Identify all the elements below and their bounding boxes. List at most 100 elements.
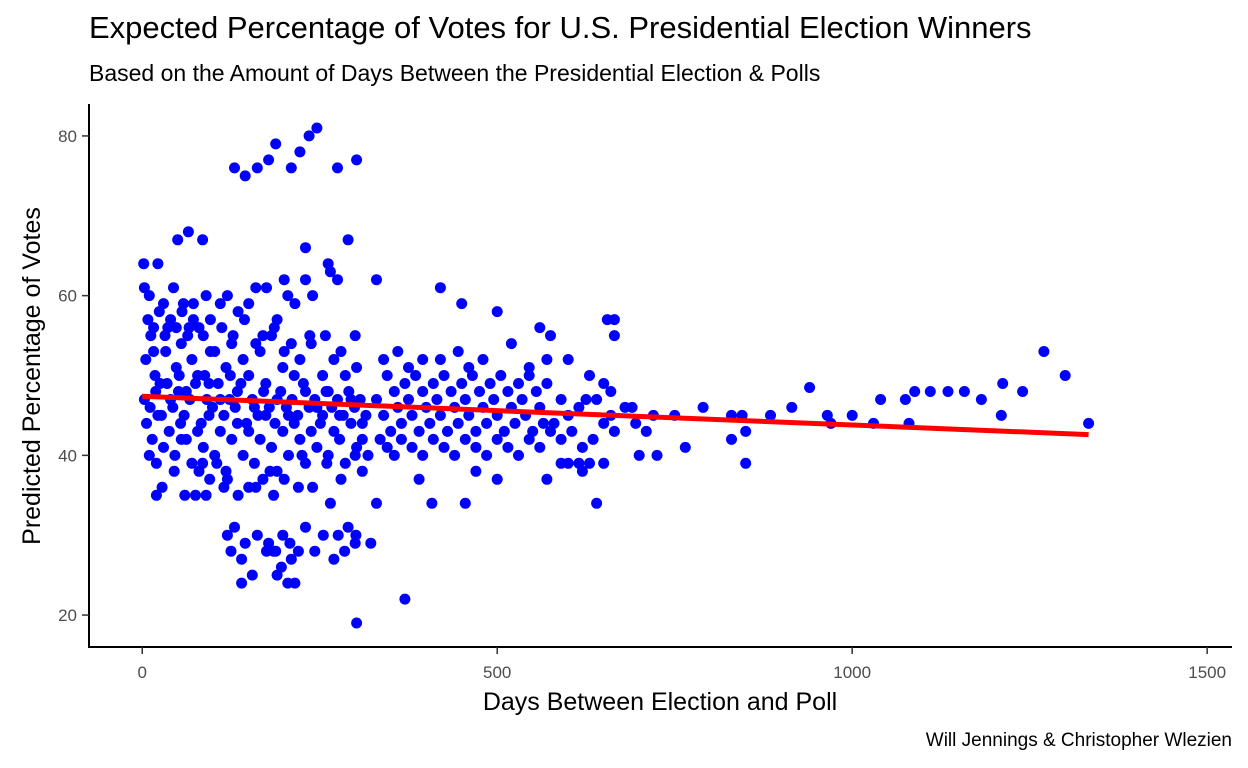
data-point bbox=[899, 394, 911, 405]
data-point bbox=[591, 394, 603, 405]
data-point bbox=[211, 457, 223, 469]
data-point bbox=[144, 401, 156, 413]
data-point bbox=[328, 553, 340, 565]
data-point bbox=[491, 306, 503, 318]
data-point bbox=[1083, 417, 1095, 429]
data-point bbox=[168, 465, 180, 477]
data-point bbox=[294, 146, 306, 158]
data-point bbox=[587, 433, 599, 445]
data-point bbox=[354, 394, 366, 405]
data-point bbox=[498, 425, 510, 437]
data-point bbox=[248, 457, 260, 469]
data-point bbox=[268, 489, 280, 501]
data-point bbox=[277, 362, 289, 373]
data-point bbox=[183, 322, 195, 334]
data-point bbox=[173, 370, 185, 381]
data-point bbox=[679, 441, 691, 453]
data-point bbox=[305, 425, 317, 437]
data-point bbox=[365, 537, 377, 549]
data-point bbox=[179, 489, 191, 501]
data-point bbox=[470, 465, 482, 477]
data-point bbox=[502, 441, 514, 453]
data-point bbox=[481, 417, 493, 429]
data-point bbox=[152, 258, 164, 270]
data-point bbox=[530, 386, 542, 397]
data-point bbox=[555, 433, 567, 445]
data-point bbox=[371, 497, 382, 509]
data-point bbox=[307, 290, 319, 302]
data-point bbox=[463, 362, 475, 373]
data-point bbox=[261, 282, 272, 294]
data-point bbox=[1059, 370, 1071, 381]
data-point bbox=[288, 370, 300, 381]
data-point bbox=[218, 481, 230, 493]
data-point bbox=[378, 409, 390, 421]
y-tick-label: 80 bbox=[58, 127, 77, 146]
data-point bbox=[334, 433, 346, 445]
data-point bbox=[146, 433, 158, 445]
data-point bbox=[246, 569, 258, 581]
data-point bbox=[580, 394, 592, 405]
data-point bbox=[584, 457, 595, 469]
data-point bbox=[381, 441, 393, 453]
data-point bbox=[371, 274, 382, 286]
data-point bbox=[190, 378, 201, 389]
data-point bbox=[332, 162, 343, 174]
data-point bbox=[212, 378, 224, 389]
data-point bbox=[140, 354, 152, 365]
data-point bbox=[958, 386, 970, 397]
data-point bbox=[697, 401, 709, 413]
data-point bbox=[239, 314, 250, 326]
data-point bbox=[218, 409, 230, 421]
data-point bbox=[332, 529, 344, 541]
data-point bbox=[495, 370, 507, 381]
data-point bbox=[264, 465, 276, 477]
data-point bbox=[633, 449, 645, 461]
data-point bbox=[470, 425, 482, 437]
data-point bbox=[216, 322, 228, 334]
x-axis-title: Days Between Election and Poll bbox=[483, 688, 837, 716]
data-point bbox=[846, 409, 858, 421]
data-point bbox=[235, 378, 247, 389]
data-point bbox=[150, 489, 162, 501]
data-point bbox=[285, 162, 297, 174]
y-axis-title: Predicted Percentage of Votes bbox=[18, 207, 46, 545]
data-point bbox=[975, 394, 987, 405]
data-point bbox=[324, 497, 336, 509]
data-point bbox=[339, 457, 351, 469]
data-point bbox=[227, 330, 239, 342]
data-point bbox=[459, 394, 471, 405]
data-point bbox=[332, 274, 343, 286]
data-point bbox=[545, 330, 556, 342]
data-point bbox=[311, 441, 323, 453]
data-point bbox=[403, 394, 414, 405]
x-tick-label: 1000 bbox=[833, 663, 871, 682]
data-point bbox=[726, 433, 737, 445]
data-point bbox=[481, 449, 493, 461]
data-point bbox=[438, 370, 450, 381]
data-point bbox=[250, 282, 262, 294]
data-point bbox=[156, 481, 168, 493]
data-point bbox=[143, 449, 155, 461]
data-point bbox=[417, 449, 429, 461]
data-point bbox=[335, 473, 347, 485]
data-point bbox=[229, 162, 240, 174]
data-point bbox=[505, 338, 517, 350]
data-point bbox=[434, 282, 446, 294]
data-point bbox=[300, 521, 311, 533]
data-point bbox=[270, 138, 282, 150]
data-point bbox=[351, 362, 363, 373]
data-point bbox=[143, 290, 155, 302]
data-point bbox=[243, 370, 255, 381]
data-point bbox=[1038, 346, 1050, 357]
data-point bbox=[541, 378, 553, 389]
data-point bbox=[342, 234, 354, 246]
data-point bbox=[997, 378, 1009, 389]
data-point bbox=[378, 354, 390, 365]
data-point bbox=[138, 282, 150, 294]
data-point bbox=[548, 417, 560, 429]
data-point bbox=[243, 481, 255, 493]
data-point bbox=[173, 386, 184, 397]
data-point bbox=[431, 394, 443, 405]
data-point bbox=[251, 529, 263, 541]
